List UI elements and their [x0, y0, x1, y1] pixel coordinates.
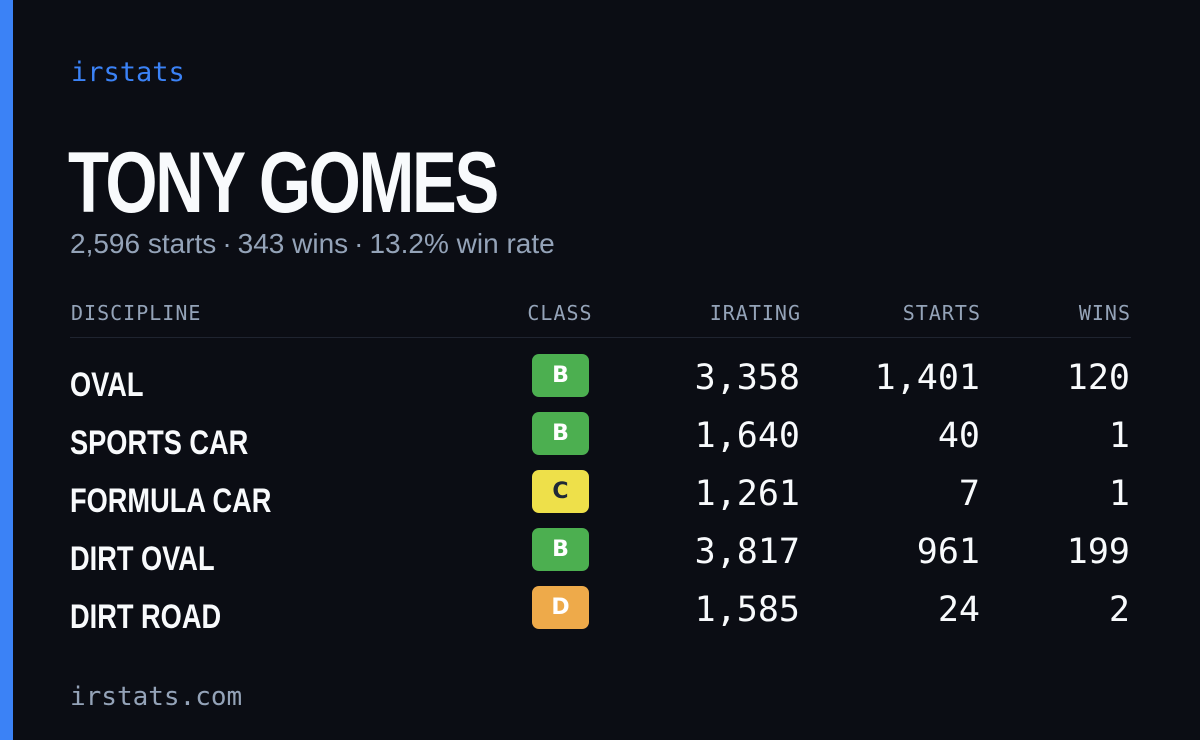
column-header-discipline: DISCIPLINE — [71, 301, 202, 325]
column-header-wins: WINS — [1078, 301, 1131, 325]
class-badge: B — [532, 412, 589, 455]
column-header-starts: STARTS — [902, 301, 981, 325]
discipline-name: DIRT ROAD — [70, 598, 222, 636]
player-summary: 2,596 starts · 343 wins · 13.2% win rate — [70, 226, 555, 262]
brand-logo-text: irstats — [71, 57, 185, 88]
total-starts: 2,596 starts — [70, 228, 217, 259]
total-wins: 343 wins — [237, 228, 349, 259]
player-name: TONY GOMES — [68, 135, 499, 231]
irating-value: 3,358 — [694, 358, 800, 398]
starts-value: 7 — [958, 474, 980, 514]
wins-value: 120 — [1066, 358, 1130, 398]
discipline-name: FORMULA CAR — [70, 482, 272, 520]
wins-value: 199 — [1066, 532, 1130, 572]
table-body: OVAL B 3,358 1,401 120 SPORTS CAR B 1,64… — [70, 338, 1131, 636]
table-row: OVAL B 3,358 1,401 120 — [70, 338, 1131, 404]
irating-value: 1,640 — [694, 416, 800, 456]
irating-value: 1,585 — [694, 590, 800, 630]
footer-site-url: irstats.com — [70, 682, 243, 712]
table-row: FORMULA CAR C 1,261 7 1 — [70, 454, 1131, 520]
wins-value: 1 — [1108, 416, 1130, 456]
stats-table: DISCIPLINE CLASS IRATING STARTS WINS OVA… — [70, 296, 1131, 636]
table-row: DIRT OVAL B 3,817 961 199 — [70, 512, 1131, 578]
table-row: SPORTS CAR B 1,640 40 1 — [70, 396, 1131, 462]
accent-bar — [0, 0, 13, 740]
class-badge: B — [532, 528, 589, 571]
wins-value: 2 — [1108, 590, 1130, 630]
class-badge: C — [532, 470, 589, 513]
starts-value: 961 — [916, 532, 980, 572]
irating-value: 3,817 — [694, 532, 800, 572]
class-badge: D — [532, 586, 589, 629]
summary-separator: · — [222, 228, 232, 259]
wins-value: 1 — [1108, 474, 1130, 514]
starts-value: 24 — [937, 590, 980, 630]
win-rate: 13.2% win rate — [369, 228, 555, 259]
discipline-name: DIRT OVAL — [70, 540, 215, 578]
table-header-row: DISCIPLINE CLASS IRATING STARTS WINS — [70, 296, 1131, 338]
discipline-name: SPORTS CAR — [70, 424, 249, 462]
class-badge: B — [532, 354, 589, 397]
starts-value: 1,401 — [874, 358, 980, 398]
irating-value: 1,261 — [694, 474, 800, 514]
column-header-irating: IRATING — [709, 301, 801, 325]
table-row: DIRT ROAD D 1,585 24 2 — [70, 570, 1131, 636]
discipline-name: OVAL — [70, 366, 144, 404]
starts-value: 40 — [937, 416, 980, 456]
summary-separator: · — [354, 228, 364, 259]
column-header-class: CLASS — [527, 301, 593, 325]
